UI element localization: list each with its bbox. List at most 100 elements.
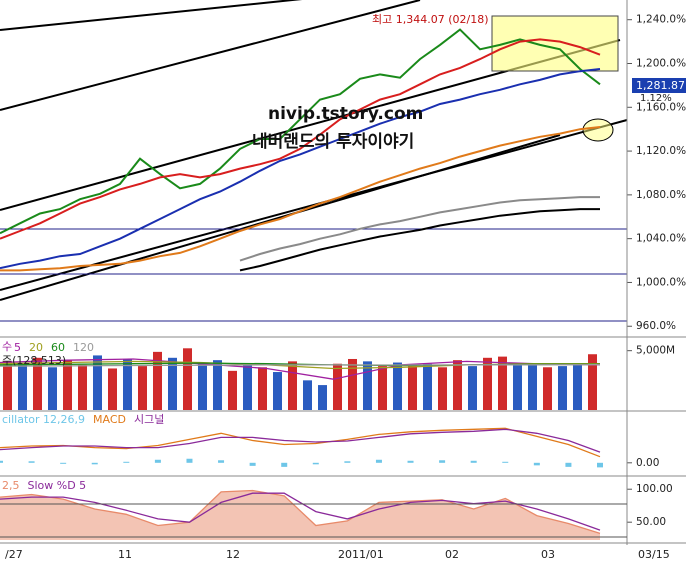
osc-bar <box>344 461 351 463</box>
volume-bar <box>333 363 342 410</box>
y-tick-label: 1,160.0% <box>636 101 686 113</box>
y-tick-label: 5,000M <box>636 345 675 357</box>
osc-bar <box>565 462 572 467</box>
osc-bar <box>502 461 509 463</box>
date-label: 12 <box>226 548 240 561</box>
marks <box>0 19 632 540</box>
volume-bar <box>513 363 522 410</box>
legend-entry: MACD <box>93 413 126 426</box>
high-label: 최고 1,344.07 (02/18) <box>372 13 489 26</box>
highlight-circle <box>582 118 614 142</box>
volume-bar <box>498 356 507 410</box>
osc-bar <box>439 460 446 463</box>
series-line <box>0 427 601 458</box>
y-tick-label: 1,240.0% <box>636 14 686 26</box>
series-line <box>0 68 601 270</box>
volume-bar <box>48 367 57 410</box>
legend-entry: 2,5 <box>2 479 20 492</box>
volume-bar <box>18 363 27 410</box>
volume-bar <box>363 361 372 410</box>
legend-entry: cillator 12,26,9 <box>2 413 85 426</box>
osc-bar <box>533 462 540 466</box>
volume-bar <box>423 363 432 410</box>
y-tick-label: 1,040.0% <box>636 233 686 245</box>
volume-bar <box>588 354 597 410</box>
volume-bar <box>63 360 72 410</box>
osc-bar <box>218 460 225 463</box>
legend-entry: 시그널 <box>134 413 164 426</box>
legend-entry: 20 <box>29 341 43 354</box>
volume-bar <box>453 360 462 410</box>
date-label: /27 <box>5 548 23 561</box>
osc-bar <box>123 461 130 463</box>
volume-bar <box>483 357 492 410</box>
volume-bar <box>213 360 222 410</box>
osc-bar <box>154 459 161 463</box>
series-line <box>0 364 601 367</box>
volume-bar <box>228 370 237 410</box>
volume-bar <box>183 348 192 410</box>
osc-bar <box>28 461 35 463</box>
support-lines <box>0 228 627 322</box>
osc-bar <box>281 462 288 467</box>
date-label: 11 <box>118 548 132 561</box>
legend-entry: 60 <box>51 341 65 354</box>
osc-bar <box>91 462 98 465</box>
watermark: nivip.tstory.com <box>268 104 423 124</box>
osc-bar <box>470 460 477 463</box>
volume-bar <box>573 363 582 410</box>
last-price: 1,281.87 <box>636 79 685 92</box>
legend-entry: 120 <box>73 341 94 354</box>
date-label: 03 <box>541 548 555 561</box>
volume-bar <box>438 367 447 410</box>
volume-bar <box>393 362 402 410</box>
date-label: 03/15 <box>638 548 670 561</box>
y-tick-label: 1,200.0% <box>636 57 686 69</box>
panel-borders <box>0 0 686 545</box>
highlight-box <box>491 15 619 72</box>
volume-bar <box>558 366 567 410</box>
osc-bar <box>186 458 193 463</box>
series-line <box>0 38 601 240</box>
y-tick-label: 1,080.0% <box>636 189 686 201</box>
series-line <box>0 126 601 272</box>
osc-bar <box>597 462 603 468</box>
series-line <box>239 196 600 262</box>
volume-bar <box>78 364 87 410</box>
legend-title: 수 <box>2 340 12 353</box>
volume-bar <box>198 363 207 410</box>
volume-bar <box>288 361 297 410</box>
volume-bar <box>378 366 387 410</box>
series-line <box>0 489 601 535</box>
y-tick-label: 0.00 <box>636 457 659 469</box>
volume-bar <box>108 368 117 410</box>
volume-bar <box>408 364 417 410</box>
series-line <box>239 208 600 272</box>
osc-bar <box>249 462 256 466</box>
y-tick-label: 50.00 <box>636 516 666 528</box>
legend-entry: Slow %D 5 <box>28 479 87 492</box>
volume-bar <box>543 367 552 410</box>
series-line <box>0 358 601 380</box>
volume-bar <box>153 351 162 410</box>
last-change: 1.12% <box>640 93 672 104</box>
volume-bar <box>303 380 312 410</box>
volume-bar <box>138 366 147 410</box>
y-tick-label: 100.00 <box>636 483 673 495</box>
volume-bar <box>528 364 537 410</box>
volume-bar <box>33 357 42 410</box>
y-tick-label: 960.0% <box>636 320 676 332</box>
volume-bar <box>468 366 477 410</box>
volume-bar <box>243 364 252 410</box>
area <box>0 490 600 540</box>
osc-bar <box>407 460 414 463</box>
date-label: 2011/01 <box>338 548 384 561</box>
watermark: 네버랜드의 투자이야기 <box>252 132 414 152</box>
y-tick-label: 1,120.0% <box>636 145 686 157</box>
osc-bar <box>0 460 3 463</box>
price-box <box>632 78 686 93</box>
y-tick-label: 1,000.0% <box>636 276 686 288</box>
